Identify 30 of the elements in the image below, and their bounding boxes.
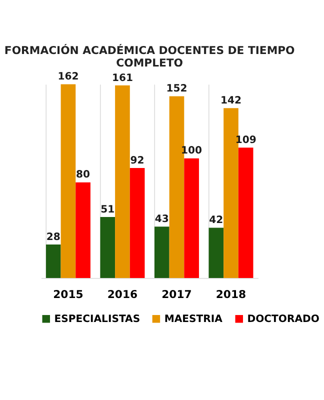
data-label: 92 (130, 155, 144, 166)
bar (76, 182, 90, 278)
data-label: 42 (209, 215, 224, 226)
bar (154, 226, 170, 278)
legend-label: MAESTRIA (164, 314, 223, 325)
bar (130, 168, 145, 278)
legend-label: DOCTORADO (247, 314, 320, 325)
data-label: 51 (100, 204, 115, 216)
bar (224, 108, 238, 278)
bar (208, 228, 224, 278)
bar (60, 84, 76, 278)
bar (184, 158, 199, 278)
x-tick-label: 2018 (216, 288, 246, 301)
text: COMPLETO (116, 56, 184, 70)
text: FORMACIÓN ACADÉMICA DOCENTES DE TIEMPO (4, 44, 295, 58)
bar (100, 217, 116, 278)
x-tick-label: 2015 (53, 288, 84, 301)
bar (46, 244, 61, 278)
data-label: 152 (166, 84, 188, 95)
data-label: 162 (58, 72, 79, 83)
data-label: 28 (46, 232, 60, 243)
data-label: 80 (76, 170, 90, 181)
data-label: 43 (154, 214, 169, 225)
data-label: 161 (112, 72, 133, 84)
x-tick-label: 2016 (107, 288, 138, 301)
bar (238, 148, 254, 278)
data-label: 142 (220, 96, 242, 107)
x-tick-label: 2017 (162, 288, 192, 301)
bar (115, 85, 130, 278)
legend-label: ESPECIALISTAS (54, 314, 140, 325)
